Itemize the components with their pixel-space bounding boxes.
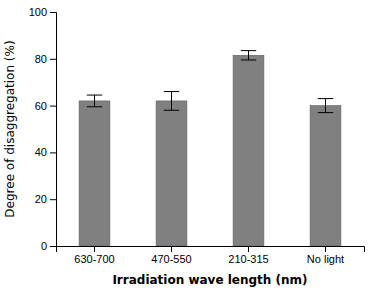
tick-label: 210-315 [228,253,268,265]
tick-mark [94,246,95,252]
tick-mark [171,246,172,252]
y-tick: 40 [35,146,56,158]
y-tick: 0 [41,240,56,252]
x-tick: 210-315 [228,246,268,265]
y-tick: 100 [29,6,56,18]
y-tick: 20 [35,193,56,205]
tick-label: 470-550 [151,253,191,265]
y-axis: 0 20 40 60 80 100 [29,6,57,252]
bar [310,106,341,246]
tick-label: 20 [35,193,47,205]
y-axis-title: Degree of disaggregation (%) [3,40,17,217]
x-axis-title: Irradiation wave length (nm) [112,273,307,287]
bar [233,55,264,246]
error-bar [164,92,179,111]
tick-mark [50,12,56,13]
tick-label: 100 [29,6,47,18]
marks [79,51,341,246]
bar [79,101,110,246]
tick-label: No light [307,253,344,265]
error-bar [241,51,256,60]
tick-mark [50,59,56,60]
plot: 630-700 470-550 210-315 No light 0 20 40 60 80 10… [29,6,365,265]
x-tick: 470-550 [151,246,191,265]
tick-label: 40 [35,146,47,158]
y-tick: 60 [35,100,56,112]
error-bar [318,99,333,113]
chart-container: 630-700 470-550 210-315 No light 0 20 40 60 80 10… [0,0,378,292]
axis-line [50,13,57,247]
tick-label: 60 [35,100,47,112]
x-axis: 630-700 470-550 210-315 No light [57,246,365,265]
tick-mark [50,199,56,200]
tick-label: 80 [35,53,47,65]
tick-mark [248,246,249,252]
tick-mark [50,106,56,107]
axis-line [57,247,365,253]
bar [156,101,187,246]
tick-label: 0 [41,240,47,252]
tick-mark [50,152,56,153]
error-bar [87,95,102,107]
tick-mark [50,246,56,247]
x-tick: No light [307,246,344,265]
tick-label: 630-700 [74,253,114,265]
chart: 630-700 470-550 210-315 No light 0 20 40 60 80 10… [0,0,378,292]
tick-mark [325,246,326,252]
x-tick: 630-700 [74,246,114,265]
y-tick: 80 [35,53,56,65]
